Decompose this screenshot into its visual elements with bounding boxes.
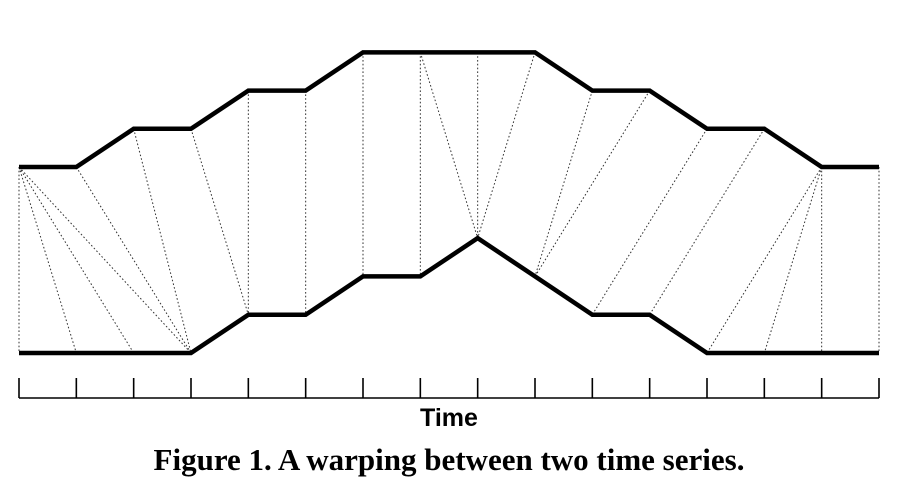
warp-link: [190, 128, 249, 315]
warp-link: [706, 166, 823, 354]
warp-link: [763, 166, 823, 354]
warp-link: [591, 128, 708, 315]
x-axis-label: Time: [420, 404, 478, 432]
warp-link: [419, 52, 479, 239]
warp-link: [75, 166, 192, 354]
warp-link: [18, 166, 77, 354]
figure-caption: Figure 1. A warping between two time ser…: [154, 442, 745, 477]
warp-link: [534, 90, 593, 277]
warp-link: [18, 166, 192, 354]
warp-link: [649, 128, 765, 315]
warping-path: [18, 52, 880, 354]
warp-link: [18, 166, 135, 354]
warp-link: [534, 90, 651, 277]
time-axis: [18, 378, 880, 399]
lower-time-series: [19, 235, 879, 356]
warp-link: [133, 128, 192, 354]
warp-link: [477, 52, 536, 239]
time-series-group: [19, 50, 879, 356]
upper-time-series: [19, 50, 879, 170]
